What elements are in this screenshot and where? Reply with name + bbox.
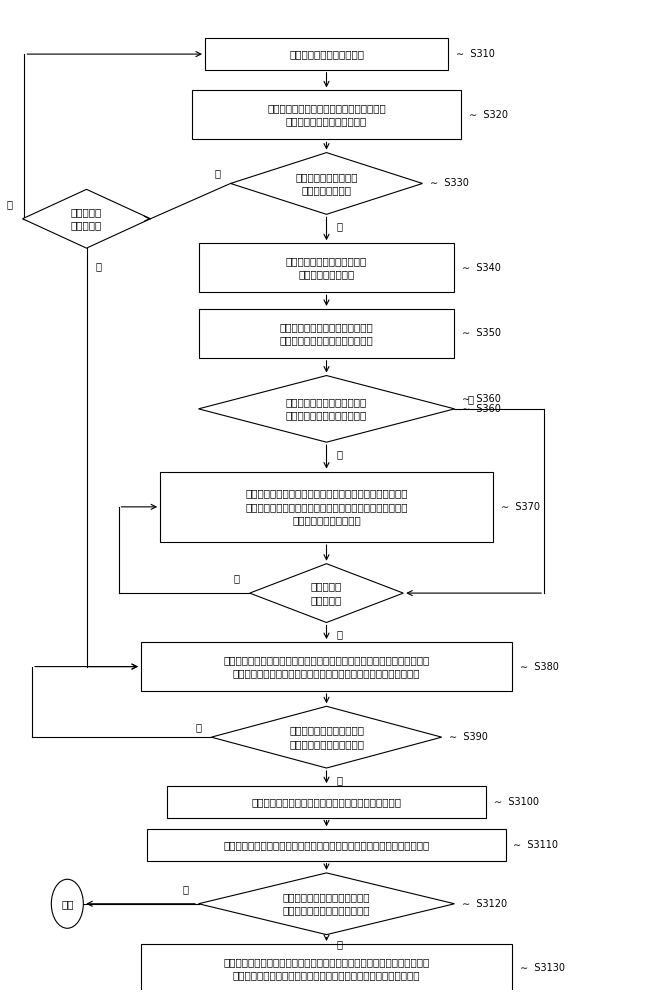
FancyBboxPatch shape (205, 38, 448, 70)
FancyBboxPatch shape (167, 786, 486, 818)
Text: ∼  S350: ∼ S350 (462, 328, 501, 338)
Text: 否: 否 (336, 629, 342, 639)
Text: 否: 否 (95, 261, 101, 271)
FancyBboxPatch shape (141, 642, 512, 691)
Circle shape (52, 879, 84, 928)
Text: 重新将与所述异常天气条件对应的所述车辆状态询问指令发送至所述车机端: 重新将与所述异常天气条件对应的所述车辆状态询问指令发送至所述车机端 (223, 840, 430, 850)
Text: 结束: 结束 (61, 899, 74, 909)
Text: ∼  S3130: ∼ S3130 (520, 963, 565, 973)
Text: ∼  S380: ∼ S380 (520, 662, 558, 672)
Text: 获取与所述标准控制车辆状态匹配的标准恢复车辆状态: 获取与所述标准控制车辆状态匹配的标准恢复车辆状态 (251, 797, 402, 807)
Text: 判断所述第二实时天气是否
不再满足所述异常天气条件: 判断所述第二实时天气是否 不再满足所述异常天气条件 (289, 726, 364, 749)
FancyBboxPatch shape (160, 472, 493, 542)
Text: ∼  S330: ∼ S330 (430, 178, 469, 188)
Text: 获取第一当前地理位置信息: 获取第一当前地理位置信息 (289, 49, 364, 59)
Text: 获取与所述标准控制车辆状态对应的第一车辆控制指令发送至所述车机端，
以控制所述车机端执行与所述第一车辆控制指令对应的车辆控制操作: 获取与所述标准控制车辆状态对应的第一车辆控制指令发送至所述车机端， 以控制所述车… (223, 655, 430, 678)
FancyBboxPatch shape (192, 90, 461, 139)
FancyBboxPatch shape (199, 309, 454, 358)
Text: 否: 否 (336, 449, 342, 459)
Text: ∼  S3120: ∼ S3120 (462, 899, 507, 909)
Text: 是: 是 (234, 573, 240, 583)
Text: 所述车机端返回的当前车辆状态
是否符合所述标准恢复车辆状态: 所述车机端返回的当前车辆状态 是否符合所述标准恢复车辆状态 (283, 892, 370, 915)
Text: 是否满足重
复检查条件: 是否满足重 复检查条件 (71, 207, 102, 230)
Text: 所述第一实时天气是否
满足异常天气条件: 所述第一实时天气是否 满足异常天气条件 (295, 172, 358, 195)
Polygon shape (22, 189, 150, 248)
FancyBboxPatch shape (148, 829, 505, 861)
Text: 构造与所述异常天气条件对应的车
辆状态询问指令发送至所述车机端: 构造与所述异常天气条件对应的车 辆状态询问指令发送至所述车机端 (279, 322, 374, 345)
Text: 是: 是 (336, 775, 342, 785)
FancyBboxPatch shape (141, 944, 512, 993)
Polygon shape (199, 376, 454, 442)
Text: ∼  S340: ∼ S340 (462, 263, 501, 273)
Text: 否: 否 (336, 939, 342, 949)
Polygon shape (249, 564, 404, 622)
Text: 是: 是 (468, 394, 473, 404)
Text: 查询天气服务器，获取与所述第一当前地理
位置信息对应的第一实时天气: 查询天气服务器，获取与所述第一当前地理 位置信息对应的第一实时天气 (267, 103, 386, 126)
Polygon shape (212, 706, 441, 768)
Text: ∼  S370: ∼ S370 (501, 502, 539, 512)
FancyBboxPatch shape (199, 243, 454, 292)
Text: ∼  S360: ∼ S360 (462, 404, 501, 414)
Text: 获取与所述异常天气条件对应
的标准控制车辆状态: 获取与所述异常天气条件对应 的标准控制车辆状态 (286, 256, 367, 279)
Text: 是: 是 (336, 221, 342, 231)
Text: ∼  S3110: ∼ S3110 (513, 840, 558, 850)
Text: 是: 是 (7, 199, 12, 209)
Text: ∼  S310: ∼ S310 (456, 49, 494, 59)
Text: ∼  S390: ∼ S390 (449, 732, 488, 742)
Text: ∼  S360: ∼ S360 (462, 394, 501, 404)
Text: ∼  S320: ∼ S320 (469, 110, 507, 120)
Text: 车机端返回的当前车辆状态是
否符合所述标准控制车辆状态: 车机端返回的当前车辆状态是 否符合所述标准控制车辆状态 (286, 397, 367, 420)
Polygon shape (199, 873, 454, 935)
Polygon shape (231, 153, 422, 214)
Text: 是否满足重
复检查条件: 是否满足重 复检查条件 (311, 581, 342, 605)
Text: 获取与所述标准恢复车辆状态对应的第二车辆控制指令发送至所述车机端，
以控制所述车机端执行与所述第二车辆控制指令对应的车辆恢复操作: 获取与所述标准恢复车辆状态对应的第二车辆控制指令发送至所述车机端， 以控制所述车… (223, 957, 430, 980)
Text: 否: 否 (215, 169, 221, 179)
Text: 获取与所述标准控制车辆状态对应的第一车辆控制指令发送
至所述车机端，以控制所述车机端执行与所述第一车辆控制
指令对应的车辆控制操作: 获取与所述标准控制车辆状态对应的第一车辆控制指令发送 至所述车机端，以控制所述车… (246, 489, 407, 525)
Text: 是: 是 (183, 884, 189, 894)
Text: 否: 否 (195, 722, 202, 732)
Text: ∼  S3100: ∼ S3100 (494, 797, 539, 807)
